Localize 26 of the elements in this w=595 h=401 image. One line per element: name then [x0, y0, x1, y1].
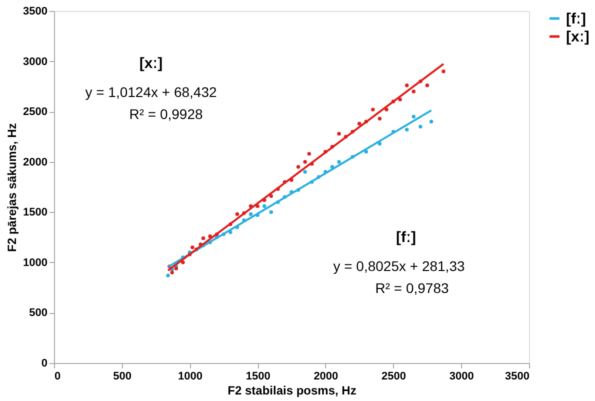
- annotation: R² = 0,9928: [129, 106, 203, 122]
- y-tick-label: 1000: [23, 256, 48, 269]
- y-tick-label: 2000: [23, 156, 48, 168]
- x-axis-title: F2 stabilais posms, Hz: [228, 384, 356, 398]
- x-tick-label: 2500: [382, 370, 406, 382]
- y-tick-label: 3500: [23, 6, 48, 18]
- annotation: y = 0,8025x + 281,33: [333, 258, 465, 274]
- x-tick-label: 0: [54, 370, 61, 382]
- y-axis-title: F2 pārejas sākums, Hz: [5, 123, 20, 252]
- x-tick-label: 2000: [314, 370, 338, 382]
- annotation: [xː]: [139, 55, 163, 72]
- x-tick-label: 500: [113, 370, 132, 382]
- x-tick-label: 1000: [178, 370, 202, 382]
- y-tick-label: 0: [41, 358, 48, 370]
- x-tick-label: 1500: [246, 370, 270, 382]
- annotation: [fː]: [396, 229, 416, 246]
- x-tick-label: 3500: [505, 370, 530, 382]
- y-tick-label: 1500: [23, 206, 48, 219]
- y-tick-label: 2500: [23, 106, 48, 118]
- annotation: R² = 0,9783: [375, 280, 449, 296]
- y-tick-label: 3000: [23, 56, 48, 68]
- y-tick-label: 500: [29, 307, 48, 320]
- legend-label: [fː]: [566, 10, 586, 28]
- legend-label: [xː]: [566, 28, 590, 46]
- x-tick-label: 3000: [449, 370, 474, 382]
- annotation: y = 1,0124x + 68,432: [85, 84, 217, 100]
